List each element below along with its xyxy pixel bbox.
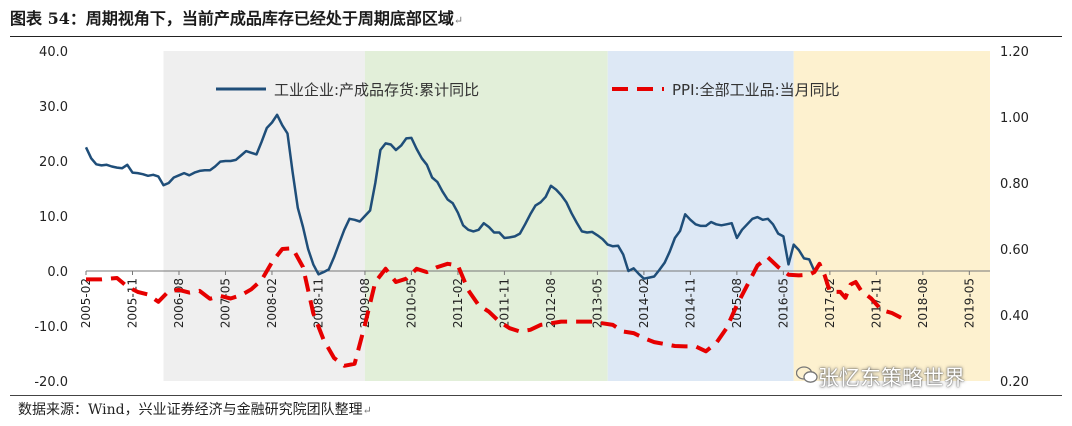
chart-title: 图表 54：周期视角下，当前产成品库存已经处于周期底部区域↵ (10, 9, 464, 28)
left-axis-tick-label: 10.0 (39, 210, 68, 225)
right-axis-tick-label: 0.20 (1000, 375, 1029, 390)
shaded-region-1 (163, 51, 365, 381)
right-axis-tick-label: 0.40 (1000, 309, 1029, 324)
x-axis-tick-label: 2007-05 (218, 278, 232, 328)
x-axis-tick-label: 2011-02 (451, 278, 465, 328)
x-axis-tick-label: 2016-05 (776, 278, 790, 328)
right-axis-tick-label: 0.80 (1000, 177, 1029, 192)
x-axis-tick-label: 2008-02 (265, 278, 279, 328)
x-axis-tick-label: 2019-05 (962, 278, 976, 328)
legend-label-ppi: PPI:全部工业品:当月同比 (672, 81, 840, 99)
right-axis-tick-label: 1.20 (1000, 45, 1029, 60)
chart: 40.0 30.0 20.0 10.0 0.0 -10.0 -20.0 1.20 1.00 0.8… (34, 45, 1029, 390)
shaded-region-2 (364, 51, 608, 381)
series-line-inventory (84, 113, 816, 280)
legend-label-inventory: 工业企业:产成品存货:累计同比 (274, 81, 479, 99)
shaded-region-4 (793, 51, 990, 381)
x-axis-tick-label: 2018-08 (916, 278, 930, 328)
title-rule (10, 36, 1062, 37)
x-axis-tick-label: 2005-02 (79, 278, 93, 328)
x-axis-tick-label: 2008-11 (311, 278, 325, 328)
source-rule (10, 395, 1062, 396)
left-axis-tick-label: 0.0 (47, 265, 68, 280)
x-axis-tick-label: 2014-02 (637, 278, 651, 328)
left-axis-tick-label: 20.0 (39, 155, 68, 170)
left-axis-tick-label: 30.0 (39, 100, 68, 115)
left-axis-tick-label: -20.0 (34, 375, 68, 390)
wechat-icon (796, 366, 818, 383)
shaded-region-3 (607, 51, 794, 381)
x-axis-tick-label: 2006-08 (172, 278, 186, 328)
x-axis-tick-label: 2011-11 (497, 278, 511, 328)
right-axis-tick-label: 1.00 (1000, 111, 1029, 126)
left-axis-tick-label: -10.0 (34, 320, 68, 335)
left-axis-tick-label: 40.0 (39, 45, 68, 60)
right-axis-tick-label: 0.60 (1000, 243, 1029, 258)
x-axis-tick-label: 2010-05 (404, 278, 418, 328)
x-axis-tick-label: 2012-08 (544, 278, 558, 328)
x-axis-tick-label: 2013-05 (590, 278, 604, 328)
x-axis-tick-label: 2017-02 (823, 278, 837, 328)
source-note: 数据来源：Wind，兴业证券经济与金融研究院团队整理↵ (18, 402, 372, 418)
x-axis-tick-label: 2014-11 (683, 278, 697, 328)
x-axis-tick-label: 2005-11 (125, 278, 139, 328)
watermark: 张忆东策略世界 (818, 366, 965, 390)
